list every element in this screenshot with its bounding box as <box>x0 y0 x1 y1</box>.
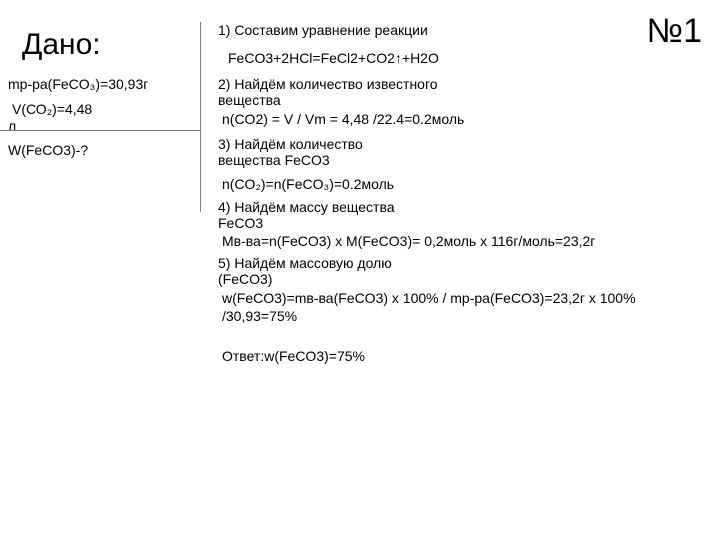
step-3-heading: 3) Найдём количество вещества FeCO3 <box>218 136 418 168</box>
given-label: Дано: <box>22 28 101 62</box>
step-1-heading: 1) Составим уравнение реакции <box>218 22 428 38</box>
step-2-heading: 2) Найдём количество известного вещества <box>218 76 478 108</box>
step-5-heading: 5) Найдём массовую долю (FeCO3) <box>218 255 438 287</box>
step-1-equation: FeCO3+2HCl=FeCl2+CO2↑+H2O <box>228 50 439 66</box>
given-mass: mр-ра(FeCO₃)=30,93г <box>8 76 148 92</box>
given-volume: V(СО₂)=4,48 <box>12 101 92 117</box>
step-4-calc: Mв-ва=n(FeCO3) x M(FeCO3)= 0,2моль х 116… <box>222 233 595 249</box>
given-volume-unit: л <box>8 118 16 134</box>
unknown-quantity: W(FeCO3)-? <box>8 142 88 158</box>
step-5-calc-line2: /30,93=75% <box>222 308 297 324</box>
step-3-calc: n(CO₂)=n(FeCO₃)=0.2моль <box>222 176 394 192</box>
step-5-calc-line1: w(FeCO3)=mв-ва(FeCO3) х 100% / mр-ра(FeC… <box>222 290 636 306</box>
divider-horizontal <box>0 130 200 131</box>
step-4-heading: 4) Найдём массу вещества FeCO3 <box>218 199 428 231</box>
problem-number: №1 <box>647 12 702 51</box>
answer: Ответ:w(FeCO3)=75% <box>222 348 365 364</box>
divider-vertical <box>200 22 201 212</box>
step-2-calc: n(CO2) = V / Vm = 4,48 /22.4=0.2моль <box>222 111 464 127</box>
